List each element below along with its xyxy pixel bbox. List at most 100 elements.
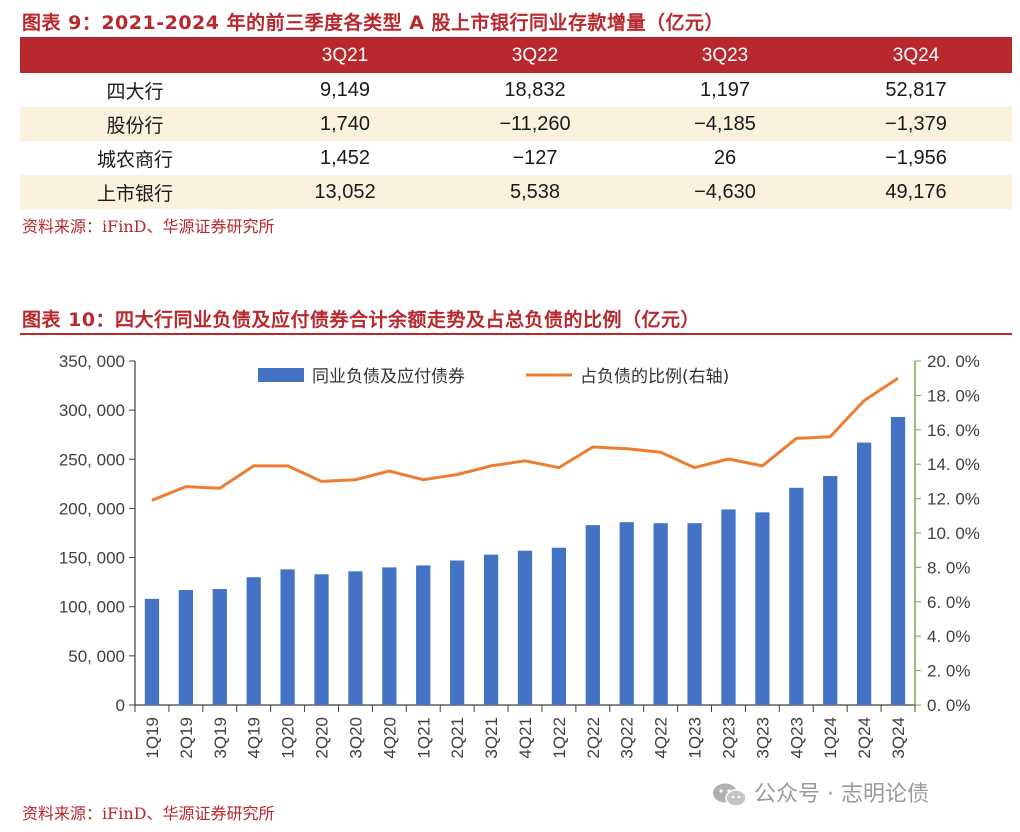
bar [144,598,160,705]
legend-bar-swatch [258,368,304,382]
table-row: 上市银行 13,052 5,538 −4,630 49,176 [20,175,1012,209]
table-cell: 1,197 [699,78,751,101]
right-tick-label: 0. 0% [927,696,970,715]
left-tick-label: 200, 000 [59,499,125,518]
left-tick-label: 0 [116,696,125,715]
watermark-text: 公众号 · 志明论债 [754,782,929,807]
title-rule [20,37,1012,39]
left-tick-label: 300, 000 [59,401,125,420]
x-tick-label: 2Q21 [448,717,467,759]
x-tick-label: 2Q24 [855,717,874,759]
table-cell: 1,452 [319,146,371,169]
table-cell: 26 [713,146,737,169]
column-header: 3Q23 [630,39,820,73]
right-tick-label: 2. 0% [927,662,970,681]
bar [755,512,770,705]
bar [585,525,600,705]
x-tick-label: 4Q22 [652,717,671,759]
x-tick-label: 4Q20 [380,717,399,759]
bar [517,550,533,705]
chart-source-note: 资料来源：iFinD、华源证券研究所 [22,804,275,823]
table-cell: 52,817 [885,78,947,101]
bar [382,567,397,705]
table-cell: −11,260 [440,107,630,141]
column-header: 3Q22 [440,39,630,73]
bar [857,442,872,705]
left-tick-label: 50, 000 [68,647,125,666]
bar [483,554,499,705]
x-tick-label: 1Q21 [414,717,433,759]
table-cell: −4,630 [630,175,820,209]
bar [823,475,838,705]
x-tick-label: 1Q23 [686,717,705,759]
bar [178,590,193,705]
title-rule [20,333,1012,335]
x-tick-label: 1Q19 [143,717,162,759]
table-cell: 1,740 [250,107,440,141]
column-header [20,39,250,73]
watermark: 公众号 · 志明论债 [712,776,929,808]
x-tick-label: 2Q22 [584,717,603,759]
right-tick-label: 12. 0% [927,490,980,509]
table-row: 四大行 9,149 18,832 1,197 52,817 [20,73,1012,107]
bar [450,560,465,705]
bar-series [144,417,906,705]
table-cell: −1,956 [885,146,947,169]
bar [348,571,363,705]
chart-legend: 同业负债及应付债券 占负债的比例(右轴) [258,367,729,387]
table-cell: −127 [512,146,558,169]
column-header: 3Q24 [820,39,1012,73]
row-label: 四大行 [106,80,164,103]
bar [280,569,295,705]
row-label: 城农商行 [96,148,173,171]
wechat-icon [713,783,747,807]
chart-title: 图表 10：四大行同业负债及应付债券合计余额走势及占总负债的比例（亿元） [22,309,701,331]
table-cell: −1,379 [820,107,1012,141]
x-tick-label: 1Q22 [550,717,569,759]
bar [416,565,431,705]
table-cell: 5,538 [440,175,630,209]
column-header: 3Q21 [250,39,440,73]
axis-ticks: 0 50, 000 100, 000 150, 000 200, 000 250, 000… [59,352,980,759]
row-label: 上市银行 [20,175,250,209]
right-tick-label: 10. 0% [927,524,980,543]
bar [619,522,634,705]
table-cell: 18,832 [504,78,566,101]
deposit-increment-table: 3Q21 3Q22 3Q23 3Q24 四大行 9,149 18,832 1,1… [20,39,1012,209]
x-tick-label: 1Q20 [279,717,298,759]
table-cell: 49,176 [820,175,1012,209]
table-cell: 9,149 [319,78,371,101]
x-tick-label: 4Q19 [245,717,264,759]
bar [246,577,261,705]
x-tick-label: 4Q21 [516,717,535,759]
x-tick-label: 2Q23 [719,717,738,759]
right-tick-label: 14. 0% [927,455,980,474]
bar [551,547,567,705]
bar [890,417,906,705]
x-tick-label: 3Q24 [889,717,908,759]
right-tick-label: 16. 0% [927,421,980,440]
x-tick-label: 4Q23 [787,717,806,759]
table-source-note: 资料来源：iFinD、华源证券研究所 [22,217,275,236]
table-cell: −4,185 [630,107,820,141]
x-tick-label: 1Q24 [821,717,840,759]
ratio-line [151,376,899,502]
bar [212,589,227,705]
line-series [151,376,899,502]
x-tick-label: 3Q21 [482,717,501,759]
combo-chart: 0 50, 000 100, 000 150, 000 200, 000 250, 000… [59,352,980,759]
right-tick-label: 8. 0% [927,558,970,577]
right-tick-label: 6. 0% [927,593,970,612]
left-tick-label: 350, 000 [59,352,125,371]
table-title: 图表 9：2021-2024 年的前三季度各类型 A 股上市银行同业存款增量（亿… [22,12,725,34]
right-tick-label: 4. 0% [927,627,970,646]
bar [687,523,702,705]
right-tick-label: 20. 0% [927,352,980,371]
bar [789,487,804,705]
x-tick-label: 2Q20 [313,717,332,759]
bar [721,509,736,705]
right-tick-label: 18. 0% [927,386,980,405]
table-row: 城农商行 1,452 −127 26 −1,956 [20,141,1012,175]
bar [653,523,668,705]
table-cell: 13,052 [250,175,440,209]
